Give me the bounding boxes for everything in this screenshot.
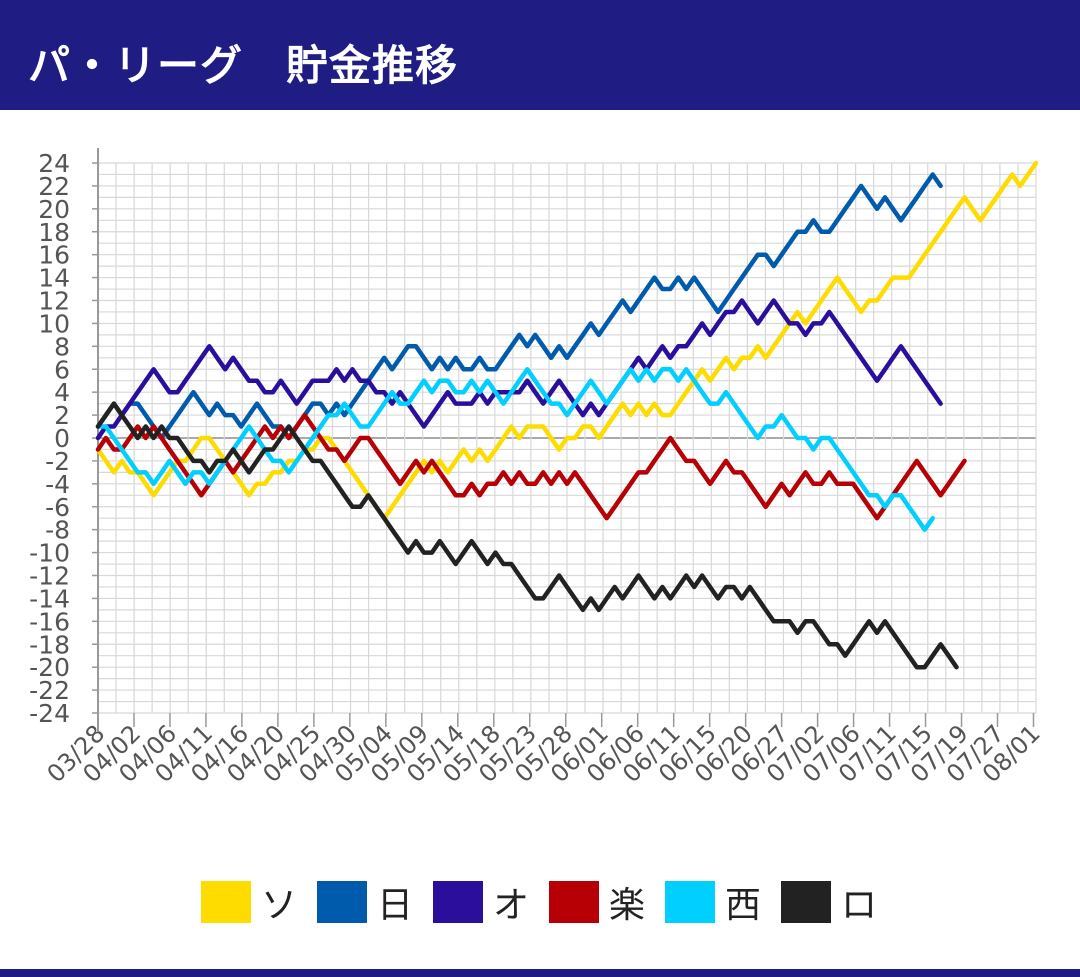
legend-item: 日 [317,876,415,928]
legend-swatch [433,881,483,923]
y-tick-label: 2 [54,401,70,430]
y-tick-label: -8 [45,516,70,545]
y-tick-label: 4 [54,378,70,407]
y-tick-label: 22 [38,172,70,201]
legend-swatch [549,881,599,923]
y-tick-label: 20 [38,195,70,224]
y-tick-label: 24 [38,149,70,178]
series-line-日 [95,172,943,441]
y-tick-label: -20 [29,653,70,682]
y-tick-label: -4 [45,470,70,499]
legend-swatch [317,881,367,923]
legend-label: ロ [841,885,878,926]
y-tick-label: 6 [54,355,70,384]
legend-item: 楽 [549,876,647,928]
legend-item: 西 [665,876,763,928]
legend-swatch [201,881,251,923]
header-bar: パ・リーグ 貯金推移 [0,0,1080,110]
y-tick-label: -18 [29,630,70,659]
footer-bar [0,969,1080,977]
y-tick-label: -12 [29,562,70,591]
legend-label: ソ [261,885,298,926]
legend-item: ソ [201,876,299,928]
y-tick-label: 12 [38,287,70,316]
y-tick-label: -22 [29,676,70,705]
y-tick-label: -24 [29,699,70,728]
x-axis-ticks: 03/2804/0204/0604/1104/1604/2004/2504/30… [42,713,1046,788]
series-line-ソ [95,160,1039,521]
y-tick-label: 0 [54,424,70,453]
y-tick-label: 10 [38,309,70,338]
y-tick-label: -16 [29,607,70,636]
y-tick-label: -6 [45,493,70,522]
legend-label: オ [493,885,530,926]
legend-label: 楽 [609,885,646,926]
legend-swatch [665,881,715,923]
chart-legend: ソ日オ楽西ロ [0,876,1080,928]
y-tick-label: -14 [29,584,70,613]
y-tick-label: 16 [38,241,70,270]
series-lines [95,160,1039,670]
y-tick-label: 18 [38,218,70,247]
legend-item: ロ [781,876,879,928]
y-axis-ticks: 242220181614121086420-2-4-6-8-10-12-14-1… [29,149,98,728]
y-tick-label: -2 [45,447,70,476]
legend-label: 日 [377,885,414,926]
legend-item: オ [433,876,531,928]
y-tick-label: 8 [54,332,70,361]
series-line-オ [95,298,943,441]
series-line-ロ [95,401,959,670]
y-tick-label: 14 [38,264,70,293]
page-title: パ・リーグ 貯金推移 [28,41,459,90]
standings-chart: 242220181614121086420-2-4-6-8-10-12-14-1… [29,148,1046,788]
legend-swatch [781,881,831,923]
legend-label: 西 [725,885,762,926]
series-line-西 [95,367,935,532]
y-tick-label: -10 [29,539,70,568]
